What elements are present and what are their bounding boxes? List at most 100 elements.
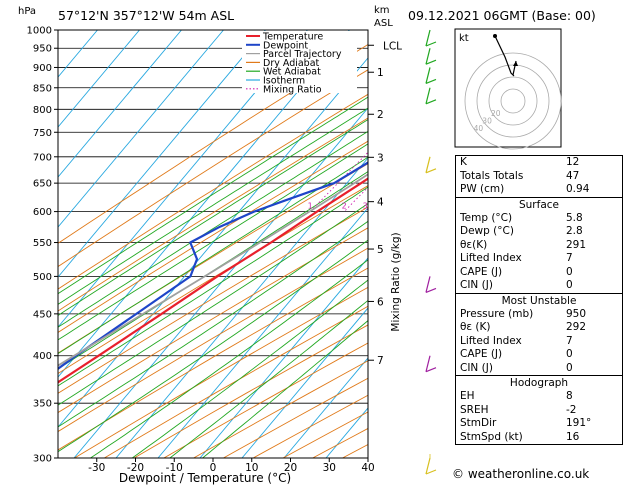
wet-adiabat-line xyxy=(58,130,368,328)
index-row: θε (K) 292 xyxy=(456,321,622,335)
wind-barb xyxy=(425,457,431,475)
wet-adiabat-line xyxy=(58,96,368,295)
isotherm-line xyxy=(58,30,140,128)
index-label: Lifted Index xyxy=(460,334,522,347)
dry-adiabat-line xyxy=(58,117,368,312)
hodograph-ring-label: 30 xyxy=(482,116,492,125)
wind-barb xyxy=(425,355,431,372)
km-tick-label: 4 xyxy=(377,197,384,209)
dry-adiabat-line xyxy=(58,140,368,333)
legend-entry: Dry Adiabat xyxy=(263,58,320,69)
wet-adiabat-line xyxy=(58,220,368,428)
index-value: 0 xyxy=(566,265,573,278)
index-row: K 12 xyxy=(456,156,622,170)
lcl-label: LCL xyxy=(383,40,402,52)
wet-adiabat-line xyxy=(169,299,368,458)
index-value: 16 xyxy=(566,430,580,443)
hodograph-unit-label: kt xyxy=(459,33,469,44)
legend-entry: Parcel Trajectory xyxy=(263,49,342,60)
index-section-title: Surface xyxy=(456,196,622,212)
isotherm-line xyxy=(115,157,368,458)
hodograph-ring-label: 20 xyxy=(491,109,501,118)
wet-adiabat-line xyxy=(90,259,368,458)
index-label: EH xyxy=(460,390,475,402)
dry-adiabat-line xyxy=(58,69,368,268)
pressure-tick-label: 950 xyxy=(33,44,52,55)
index-label: CAPE (J) xyxy=(460,265,503,278)
wet-adiabat-line xyxy=(58,186,368,387)
index-value: 950 xyxy=(566,307,587,320)
date-title: 09.12.2021 06GMT (Base: 00) xyxy=(408,8,596,23)
index-row: CAPE (J) 0 xyxy=(456,348,622,362)
index-row: Totals Totals 47 xyxy=(456,170,622,184)
index-section-title: Most Unstable xyxy=(456,292,622,308)
wet-adiabat-line xyxy=(58,107,368,305)
pressure-tick-label: 650 xyxy=(33,179,52,190)
isotherm-line xyxy=(283,357,368,458)
temperature-tick-label: -30 xyxy=(88,462,105,474)
dry-adiabat-line xyxy=(58,185,368,375)
dry-adiabat-line xyxy=(104,305,368,458)
dry-adiabat-line xyxy=(58,247,368,433)
hodograph-ring xyxy=(464,52,562,150)
index-section-title: Hodograph xyxy=(456,375,622,390)
mixing-ratio-label: 1 xyxy=(308,202,313,211)
index-row: Pressure (mb) 950 xyxy=(456,308,622,322)
index-row: StmSpd (kt) 16 xyxy=(456,431,622,445)
wind-barb xyxy=(425,156,431,173)
index-label: PW (cm) xyxy=(460,183,505,195)
pressure-tick-label: 800 xyxy=(33,105,52,116)
km-tick-label: 6 xyxy=(377,296,384,308)
index-row: Temp (°C) 5.8 xyxy=(456,212,622,226)
index-value: 12 xyxy=(566,156,580,168)
km-tick-label: 5 xyxy=(377,244,384,256)
index-label: CIN (J) xyxy=(460,279,493,291)
mixing-ratio-label: 2 xyxy=(342,202,347,211)
index-value: 292 xyxy=(566,321,587,333)
wet-adiabat-line xyxy=(58,143,368,341)
index-label: CIN (J) xyxy=(460,361,493,374)
hodograph-ring-label: 40 xyxy=(474,124,484,133)
pressure-tick-label: 700 xyxy=(33,152,52,163)
index-row: PW (cm) 0.94 xyxy=(456,183,622,197)
pressure-tick-label: 350 xyxy=(33,399,52,410)
temperature-tick-label: 0 xyxy=(210,462,217,474)
mixing-ratio-label: 3 xyxy=(363,202,368,211)
index-value: 47 xyxy=(566,169,580,182)
index-label: θε(K) xyxy=(460,238,488,251)
hpa-label: hPa xyxy=(18,6,36,17)
index-value: 291 xyxy=(566,238,587,251)
dewpoint-profile-line xyxy=(58,161,368,371)
pressure-tick-label: 750 xyxy=(33,128,52,139)
hodograph-ring xyxy=(476,64,550,138)
wet-adiabat-line xyxy=(58,171,368,370)
dry-adiabat-line xyxy=(58,206,368,394)
isotherm-line xyxy=(241,307,368,458)
mixing-ratio-axis-label: Mixing Ratio (g/kg) xyxy=(390,232,402,331)
index-label: StmDir xyxy=(460,417,497,429)
km-tick-label: 2 xyxy=(377,109,384,121)
index-row: CIN (J) 0 xyxy=(456,279,622,293)
wind-barb xyxy=(425,29,431,47)
pressure-tick-label: 550 xyxy=(33,238,52,249)
wet-adiabat-line xyxy=(58,202,368,406)
isotherm-line xyxy=(58,57,368,428)
wind-barb xyxy=(425,87,431,104)
pressure-tick-label: 500 xyxy=(33,272,52,283)
pressure-tick-label: 850 xyxy=(33,83,52,94)
temperature-tick-label: 40 xyxy=(361,462,374,474)
index-row: Lifted Index 7 xyxy=(456,335,622,349)
index-label: θε (K) xyxy=(460,321,491,333)
legend-entry: Isotherm xyxy=(263,76,305,87)
x-axis-label: Dewpoint / Temperature (°C) xyxy=(119,471,291,485)
legend-entry: Mixing Ratio xyxy=(263,84,322,95)
index-row: SREH -2 xyxy=(456,404,622,418)
isotherm-line xyxy=(199,257,368,458)
pressure-tick-label: 900 xyxy=(33,63,52,74)
temperature-profile-line xyxy=(58,177,368,384)
index-value: 191° xyxy=(566,417,592,429)
index-row: StmDir 191° xyxy=(456,417,622,431)
temperature-tick-label: 30 xyxy=(323,462,336,474)
